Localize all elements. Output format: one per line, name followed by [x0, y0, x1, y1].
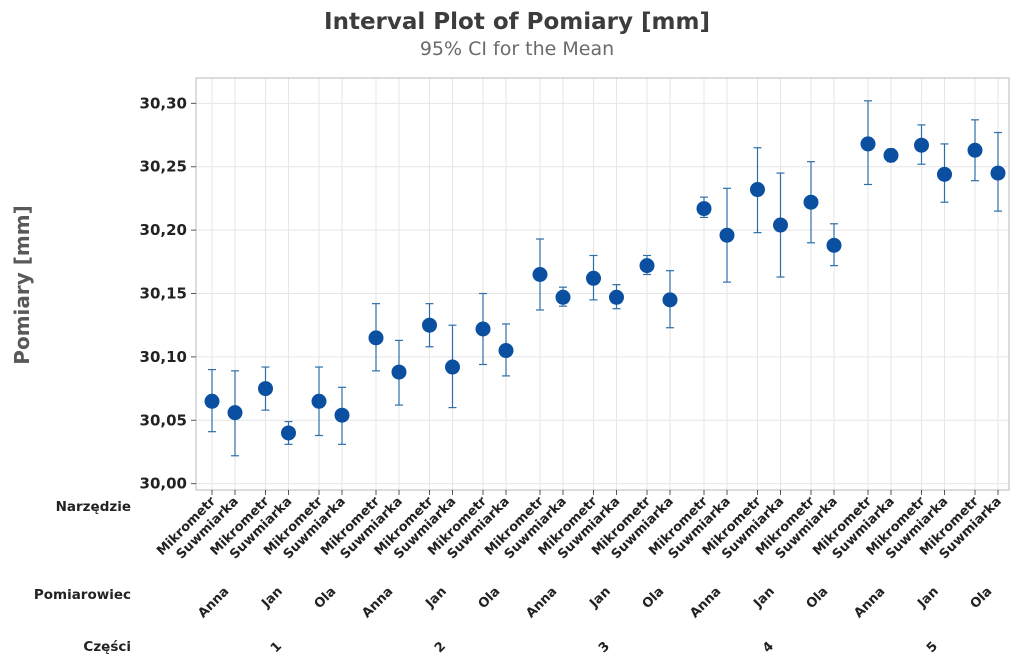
y-tick-label: 30,10 — [140, 348, 187, 366]
operator-tick-label: Jan — [258, 584, 285, 611]
y-tick-label: 30,00 — [140, 475, 187, 493]
mean-point — [719, 227, 735, 243]
part-tick-label: 5 — [924, 639, 941, 656]
mean-point — [555, 289, 571, 305]
y-tick-label: 30,05 — [140, 411, 187, 429]
operator-tick-label: Jan — [914, 584, 941, 611]
mean-point — [803, 194, 819, 210]
y-tick-label: 30,30 — [140, 94, 187, 112]
x-axis: MikrometrSuwmiarkaMikrometrSuwmiarkaMikr… — [154, 490, 1005, 656]
mean-point — [498, 343, 514, 359]
mean-point — [227, 405, 243, 421]
operator-tick-label: Jan — [586, 584, 613, 611]
mean-point — [311, 393, 327, 409]
operator-tick-label: Ola — [968, 584, 996, 612]
operator-tick-label: Jan — [750, 584, 777, 611]
mean-point — [609, 289, 624, 305]
operator-tick-label: Ola — [476, 584, 504, 612]
operator-tick-label: Anna — [195, 584, 232, 621]
mean-point — [204, 393, 220, 409]
chart-title: Interval Plot of Pomiary [mm] — [324, 9, 710, 35]
operator-tick-label: Jan — [422, 584, 449, 611]
operator-tick-label: Ola — [804, 584, 832, 612]
mean-point — [391, 364, 407, 380]
part-tick-label: 1 — [268, 639, 285, 656]
mean-point — [883, 147, 899, 163]
operator-tick-label: Ola — [312, 584, 340, 612]
operator-tick-label: Anna — [359, 584, 396, 621]
part-tick-label: 3 — [596, 639, 613, 656]
mean-point — [967, 142, 983, 158]
row-label-tool: Narzędzie — [56, 499, 131, 515]
mean-point — [445, 359, 460, 375]
mean-point — [773, 217, 788, 233]
mean-point — [639, 258, 655, 274]
row-label-operator: Pomiarowiec — [34, 587, 131, 603]
mean-point — [586, 270, 601, 286]
mean-point — [914, 137, 929, 153]
data-points — [204, 100, 1006, 457]
operator-tick-label: Anna — [523, 584, 560, 621]
mean-point — [860, 136, 876, 152]
grid — [196, 78, 1009, 490]
mean-point — [368, 330, 384, 346]
mean-point — [532, 266, 548, 282]
row-label-part: Części — [83, 639, 131, 655]
y-tick-label: 30,20 — [140, 221, 187, 239]
y-axis-label: Pomiary [mm] — [10, 205, 34, 364]
operator-tick-label: Ola — [640, 584, 668, 612]
part-tick-label: 4 — [760, 639, 777, 656]
mean-point — [826, 237, 842, 253]
mean-point — [422, 317, 437, 333]
y-tick-label: 30,15 — [140, 285, 187, 303]
plot-frame — [195, 77, 1010, 491]
mean-point — [334, 407, 350, 423]
mean-point — [750, 182, 765, 198]
mean-point — [990, 165, 1006, 181]
mean-point — [475, 321, 491, 337]
part-tick-label: 2 — [432, 639, 449, 656]
y-tick-label: 30,25 — [140, 158, 187, 176]
mean-point — [937, 166, 952, 182]
mean-point — [281, 425, 296, 441]
mean-point — [258, 381, 273, 397]
mean-point — [696, 201, 712, 217]
chart-subtitle: 95% CI for the Mean — [420, 38, 614, 60]
operator-tick-label: Anna — [687, 584, 724, 621]
y-axis: 30,00 30,05 30,10 30,15 30,20 30,25 30,30 — [140, 94, 196, 493]
mean-point — [662, 292, 678, 308]
operator-tick-label: Anna — [851, 584, 888, 621]
